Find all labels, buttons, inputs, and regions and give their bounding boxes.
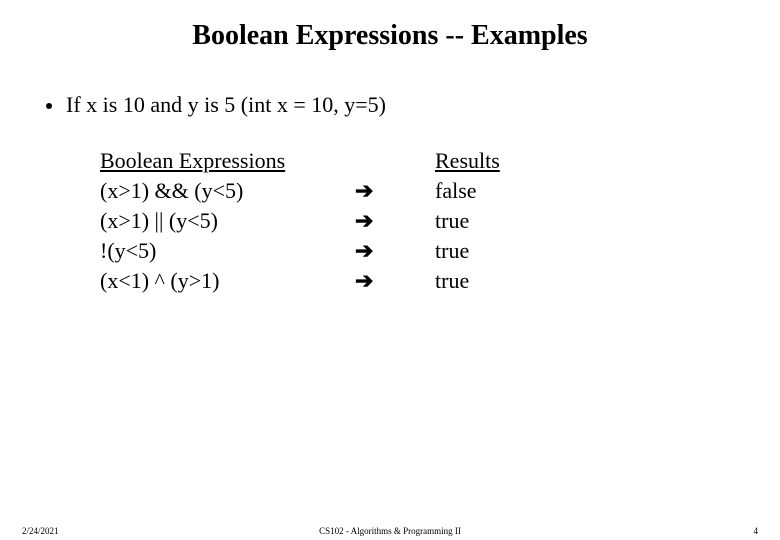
bullet-line: If x is 10 and y is 5 (int x = 10, y=5) bbox=[46, 92, 740, 118]
cell-result: true bbox=[435, 236, 575, 266]
header-results: Results bbox=[435, 146, 575, 176]
cell-result: false bbox=[435, 176, 575, 206]
expressions-table-wrap: Boolean Expressions Results (x>1) && (y<… bbox=[100, 146, 740, 296]
arrow-icon: ➔ bbox=[355, 266, 435, 296]
arrow-icon: ➔ bbox=[355, 206, 435, 236]
cell-result: true bbox=[435, 266, 575, 296]
cell-expression: !(y<5) bbox=[100, 236, 355, 266]
table-header-row: Boolean Expressions Results bbox=[100, 146, 575, 176]
table-row: (x>1) && (y<5) ➔ false bbox=[100, 176, 575, 206]
cell-expression: (x>1) || (y<5) bbox=[100, 206, 355, 236]
bullet-dot-icon bbox=[46, 103, 52, 109]
header-expressions: Boolean Expressions bbox=[100, 146, 355, 176]
table-row: (x<1) ^ (y>1) ➔ true bbox=[100, 266, 575, 296]
footer-page-number: 4 bbox=[754, 526, 759, 536]
slide-title: Boolean Expressions -- Examples bbox=[40, 20, 740, 52]
slide: Boolean Expressions -- Examples If x is … bbox=[0, 0, 780, 540]
bullet-text: If x is 10 and y is 5 (int x = 10, y=5) bbox=[66, 92, 386, 117]
cell-result: true bbox=[435, 206, 575, 236]
expressions-table: Boolean Expressions Results (x>1) && (y<… bbox=[100, 146, 575, 296]
arrow-icon: ➔ bbox=[355, 236, 435, 266]
table-row: (x>1) || (y<5) ➔ true bbox=[100, 206, 575, 236]
arrow-icon: ➔ bbox=[355, 176, 435, 206]
footer-course: CS102 - Algorithms & Programming II bbox=[0, 526, 780, 536]
table-row: !(y<5) ➔ true bbox=[100, 236, 575, 266]
cell-expression: (x>1) && (y<5) bbox=[100, 176, 355, 206]
cell-expression: (x<1) ^ (y>1) bbox=[100, 266, 355, 296]
header-arrow-spacer bbox=[355, 146, 435, 176]
